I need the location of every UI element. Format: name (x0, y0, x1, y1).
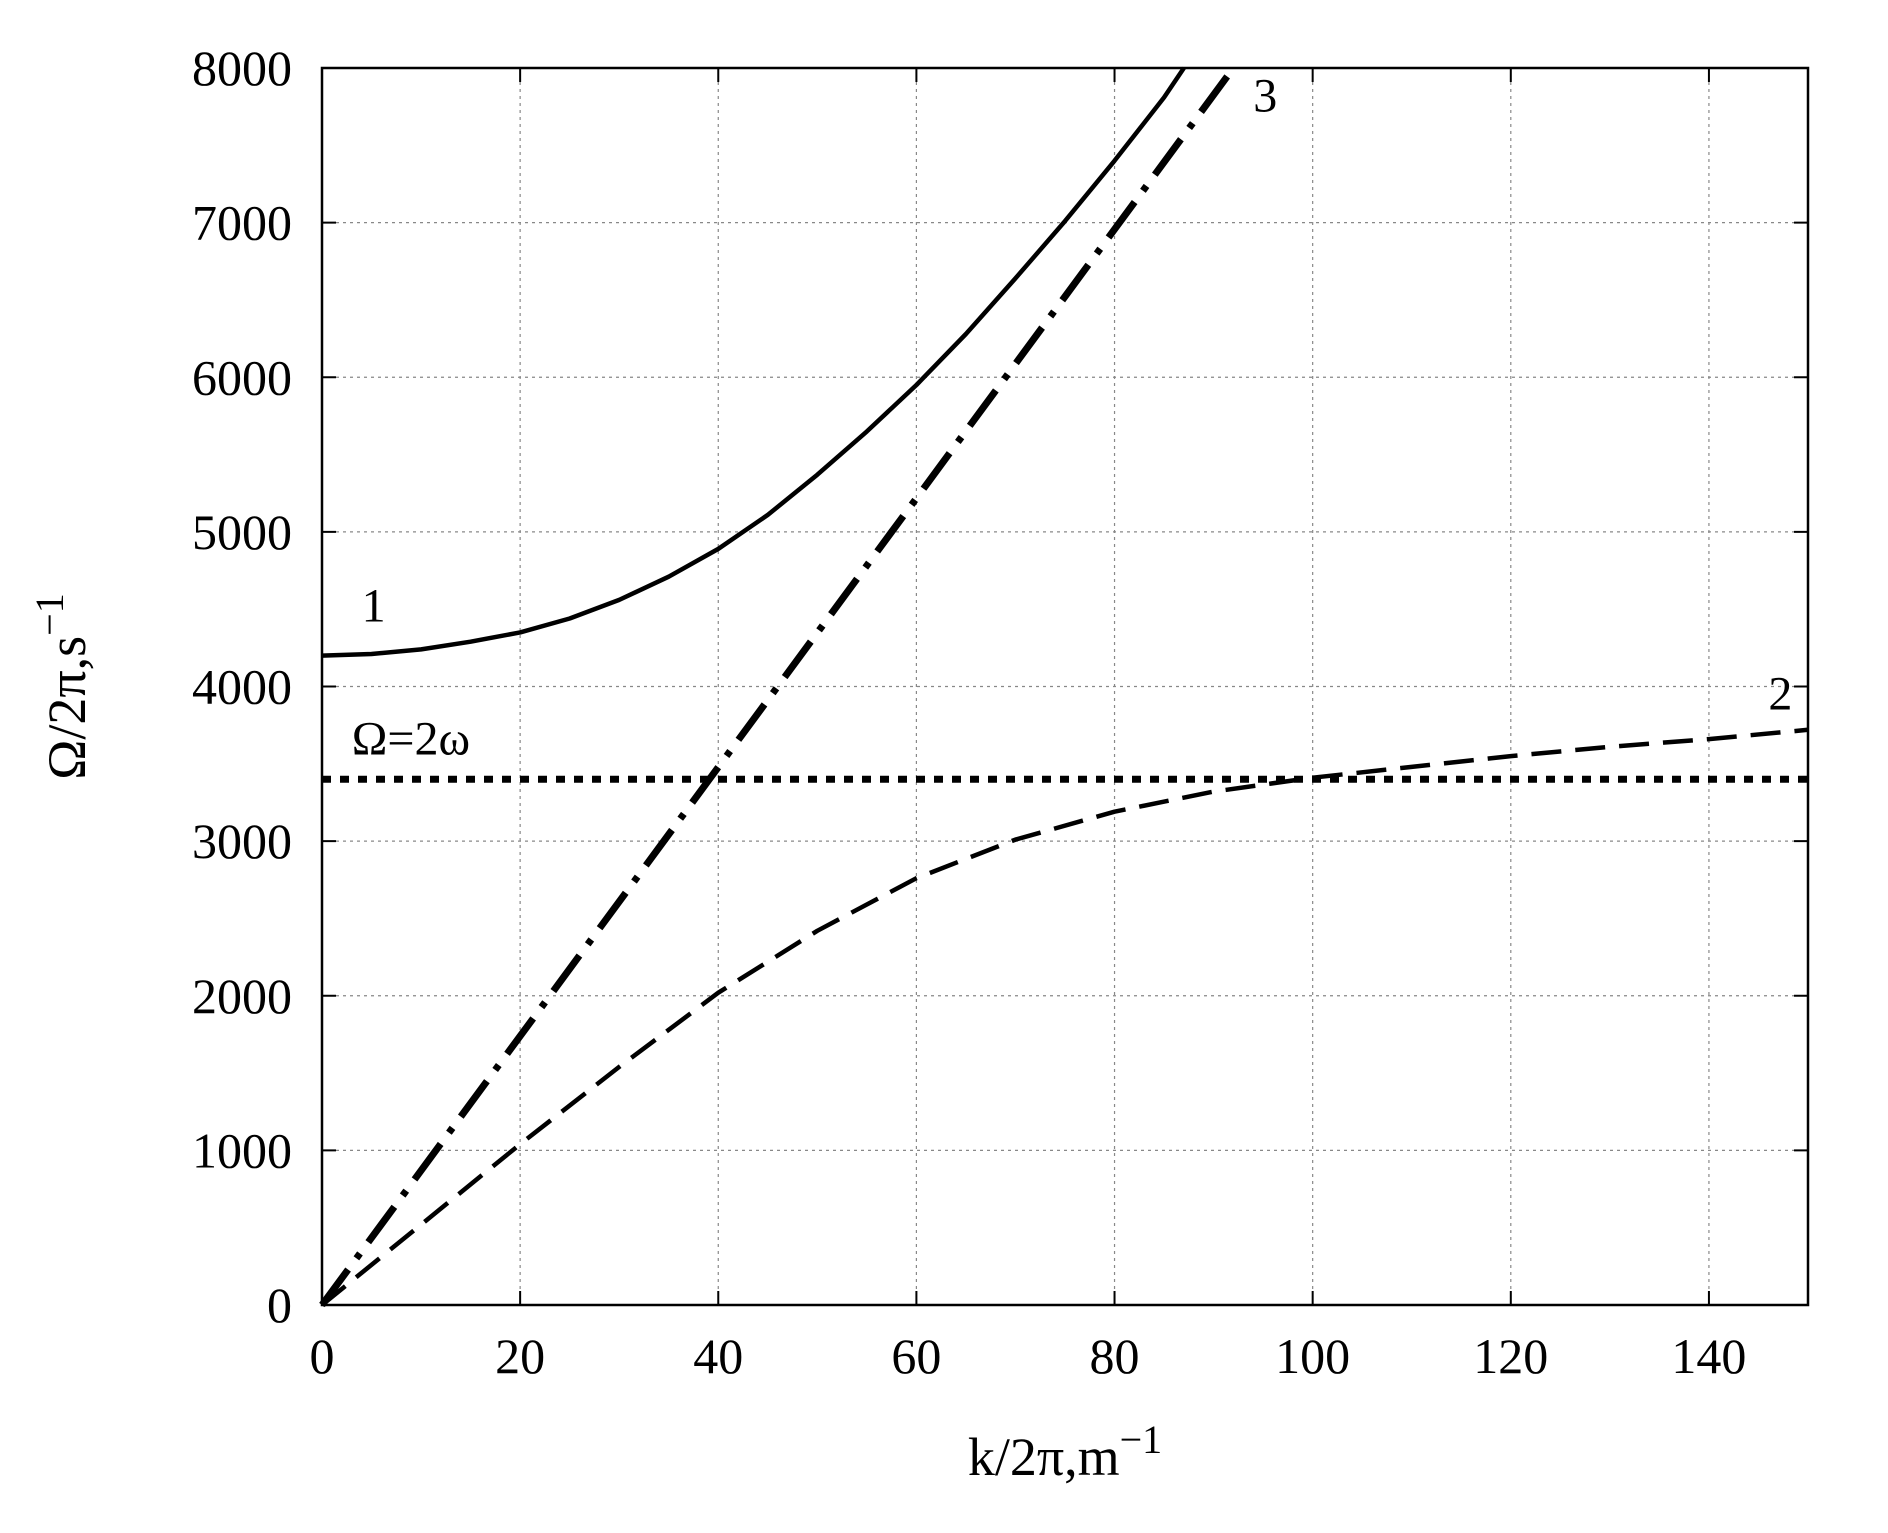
curve-label: 1 (362, 580, 386, 633)
y-axis-label: Ω/2π,s−1 (27, 593, 97, 779)
x-axis-label: k/2π,m−1 (968, 1417, 1162, 1487)
curves (319, 65, 1809, 1308)
x-tick-label: 20 (495, 1328, 545, 1384)
y-axis-label-text: Ω/2π,s (37, 636, 97, 780)
series-dash-dot-line (319, 65, 1237, 1308)
x-tick-label: 40 (693, 1328, 743, 1384)
x-axis-label-text: k/2π,m (968, 1427, 1120, 1487)
y-tick-label: 7000 (192, 195, 292, 251)
curve-label: Ω=2ω (352, 713, 470, 766)
y-tick-label: 1000 (192, 1122, 292, 1178)
tick-labels: 0 20 40 60 80 100 120 140 0 1000 2000 3000 4000 5000 6… (192, 40, 1746, 1384)
y-tick-label: 5000 (192, 504, 292, 560)
y-tick-label: 6000 (192, 349, 292, 405)
x-tick-label: 60 (891, 1328, 941, 1384)
x-axis-label-exponent: −1 (1120, 1417, 1163, 1462)
x-tick-label: 100 (1275, 1328, 1350, 1384)
x-tick-label: 0 (310, 1328, 335, 1384)
annotations: 1 2 3 Ω=2ω (352, 69, 1793, 765)
x-tick-label: 80 (1090, 1328, 1140, 1384)
ticks (321, 67, 1808, 1306)
series-solid-line (321, 66, 1186, 658)
x-tick-label: 140 (1671, 1328, 1746, 1384)
y-axis-label-exponent: −1 (27, 593, 72, 636)
y-tick-label: 2000 (192, 968, 292, 1024)
curve-label: 2 (1768, 668, 1792, 721)
grid (322, 68, 1808, 1305)
y-tick-label: 4000 (192, 659, 292, 715)
curve-label: 3 (1253, 69, 1277, 122)
y-tick-label: 3000 (192, 813, 292, 869)
series-dashed-line (320, 727, 1809, 1307)
y-tick-label: 8000 (192, 40, 292, 96)
y-tick-label: 0 (267, 1277, 292, 1333)
x-tick-label: 120 (1473, 1328, 1548, 1384)
